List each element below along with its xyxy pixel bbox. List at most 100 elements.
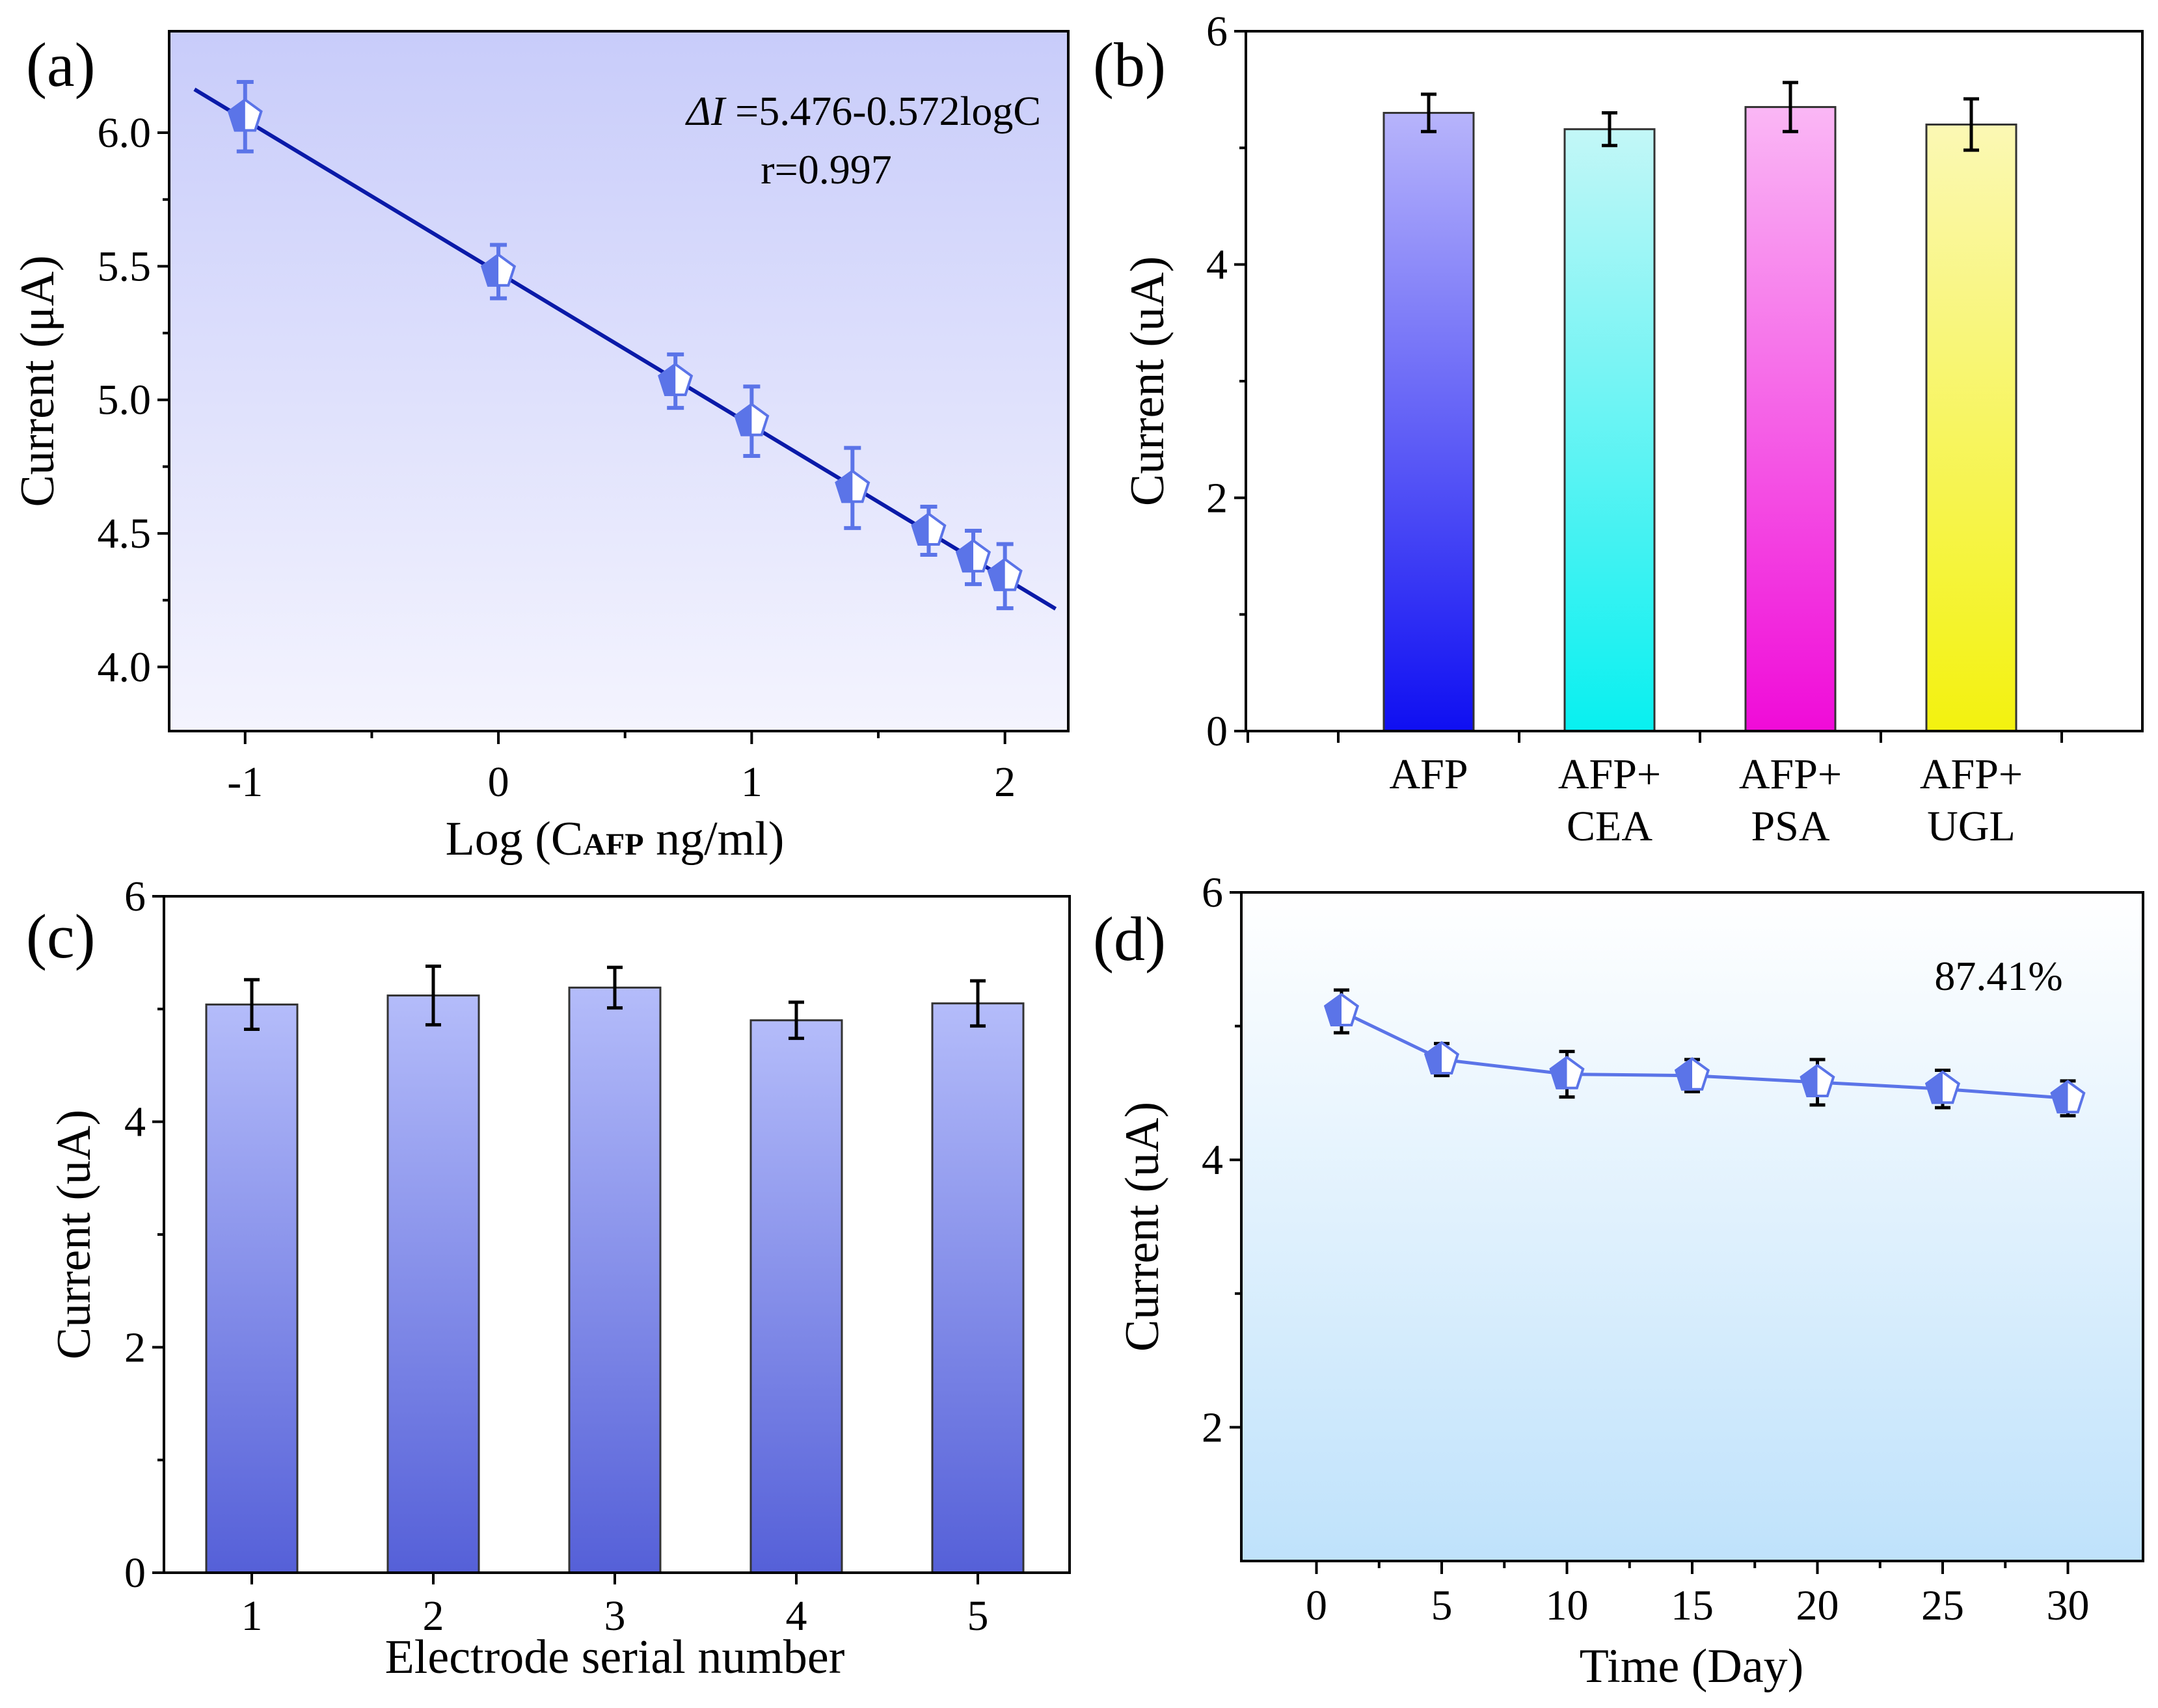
panel-c: 1 2 3 4 5 0 2 4 6 (c) Electrode serial number Cu… [26,873,1071,1684]
panel-b-category-label: AFP+ [1920,751,2023,798]
panel-b-error-bar [1421,92,1436,133]
panel-b-error-bar [1963,97,1979,152]
panel-a-point-3-fill [734,403,752,436]
panel-d-xtick-label: 20 [1796,1582,1839,1629]
panel-b-category-label: UGL [1927,803,2016,850]
panel-a-xlabel-subscript: AFP [583,827,643,862]
panel-d-point-6 [2050,1080,2086,1114]
panel-b-error-bar [1602,111,1617,148]
panel-a-label: (a) [26,30,96,100]
panel-a-ytick-label: 4.0 [98,643,152,691]
panel-b-error-bar [1783,81,1798,133]
panel-c-xtick-label: 5 [967,1592,989,1640]
panel-b-bar-1 [1563,128,1656,732]
panel-a-point-7 [987,557,1023,591]
panel-a-equation-body: =5.476-0.572logC [725,88,1041,134]
panel-b-category-label: PSA [1751,803,1829,850]
panel-c-error-bar [970,979,986,1028]
panel-d-y-axis-title: Current (uA) [1116,1102,1169,1352]
panel-a-point-1 [481,253,517,287]
panel-d-retention-annotation: 87.41% [1934,953,2062,999]
panel-a-point-6 [955,539,991,573]
panel-c-y-axis-title: Current (uA) [47,1110,101,1359]
panel-a-y-axis-title: Current (μA) [11,256,64,507]
panel-b-bar-2 [1744,106,1837,732]
panel-a-ytick-label: 5.5 [98,243,152,290]
panel-a-point-2 [658,362,694,396]
panel-d-point-5 [1924,1070,1961,1104]
panel-d-xtick-label: 30 [2047,1582,2090,1629]
panel-c-xtick-label: 4 [786,1592,807,1640]
panel-b-ytick-label: 6 [1206,8,1228,55]
panel-a-xtick-label: 1 [741,758,762,806]
panel-a-xlabel-suffix: ng/ml) [644,812,785,866]
panel-c-x-axis-title: Electrode serial number [385,1631,845,1684]
panel-a-point-0 [227,98,263,132]
panel-c-bar-1 [386,994,480,1574]
panel-d-plot-background [1241,892,2143,1561]
panel-d-point-3-fill [1674,1057,1692,1091]
panel-c-error-bar [425,964,441,1027]
panel-a-point-3 [734,403,770,436]
panel-d-point-3 [1674,1057,1710,1091]
panel-d-x-axis-title: Time (Day) [1580,1640,1804,1693]
panel-d-point-6-fill [2050,1080,2068,1114]
panel-b-y-axis-title: Current (uA) [1121,256,1174,506]
panel-d-label: (d) [1093,904,1166,974]
panel-c-ytick-label: 2 [124,1324,146,1371]
panel-b-category-label: AFP+ [1739,751,1842,798]
panel-c-ytick-label: 4 [124,1099,146,1146]
panel-a-point-5 [911,512,947,546]
panel-c-error-bar [789,1000,804,1040]
panel-d-point-4-fill [1800,1063,1818,1097]
panel-a-point-2-fill [658,363,676,396]
panel-a-point-6-fill [955,539,974,573]
panel-d-point-2 [1549,1056,1585,1089]
panel-a-x-axis-title: Log (CAFP ng/ml) [446,812,785,866]
panel-b-label: (b) [1093,30,1166,100]
panel-a-xtick-label: 2 [994,758,1016,806]
panel-a-r-value: r=0.997 [761,146,891,193]
panel-c-bar-2 [568,986,662,1574]
panel-b: AFP AFP+ CEA AFP+ PSA AFP+ UGL 0 2 4 6 (b) Current… [1093,8,2144,850]
panel-a-equation: ΔI =5.476-0.572logC [684,88,1041,134]
panel-d: 0 5 10 15 20 25 30 2 4 6 (d) 87.41% Time (Day) Cu… [1093,869,2144,1693]
panel-c-bar-3 [749,1019,843,1574]
panel-c-ytick-label: 0 [124,1549,146,1597]
panel-b-ytick-label: 2 [1206,474,1228,522]
panel-d-xtick-label: 10 [1546,1582,1589,1629]
panel-c-ytick-label: 6 [124,873,146,920]
panel-a-point-7-fill [987,557,1005,591]
panel-a-ytick-label: 5.0 [98,377,152,424]
panel-a-point-4 [835,469,870,503]
panel-d-point-1-fill [1423,1041,1442,1074]
panel-c-xtick-label: 1 [241,1592,263,1640]
panel-a-xtick-label: -1 [227,758,263,806]
panel-a-point-4-fill [835,470,853,503]
panel-d-xtick-label: 25 [1921,1582,1964,1629]
panel-b-bar-3 [1925,123,2017,732]
panel-d-point-1 [1423,1041,1460,1074]
panel-b-category-label: AFP [1389,751,1468,798]
panel-c-label: (c) [26,901,96,971]
panel-d-ytick-label: 4 [1202,1136,1223,1184]
panel-a: -1 0 1 2 4.0 4.5 5.0 5.5 6.0 (a) ΔI =5.476-0.572… [11,30,1070,866]
panel-b-bar-0 [1382,112,1475,732]
panel-c-error-bar [244,978,260,1032]
panel-b-category-label: AFP+ [1558,751,1661,798]
panel-d-point-5-fill [1924,1071,1943,1104]
panel-d-xtick-label: 5 [1431,1582,1453,1629]
panel-b-ytick-label: 4 [1206,241,1228,289]
panel-c-bar-4 [931,1002,1025,1574]
panel-b-ytick-label: 0 [1206,708,1228,755]
panel-a-ytick-label: 4.5 [98,510,152,557]
panel-a-xlabel-prefix: Log (C [446,812,584,866]
panel-d-ytick-label: 6 [1202,869,1223,916]
panel-d-ytick-label: 2 [1202,1404,1223,1451]
panel-a-plot-background [169,31,1068,731]
panel-b-category-label: CEA [1567,803,1652,850]
panel-d-point-0 [1323,993,1360,1026]
panel-a-xtick-label: 0 [488,758,509,806]
panel-d-point-4 [1800,1063,1835,1097]
